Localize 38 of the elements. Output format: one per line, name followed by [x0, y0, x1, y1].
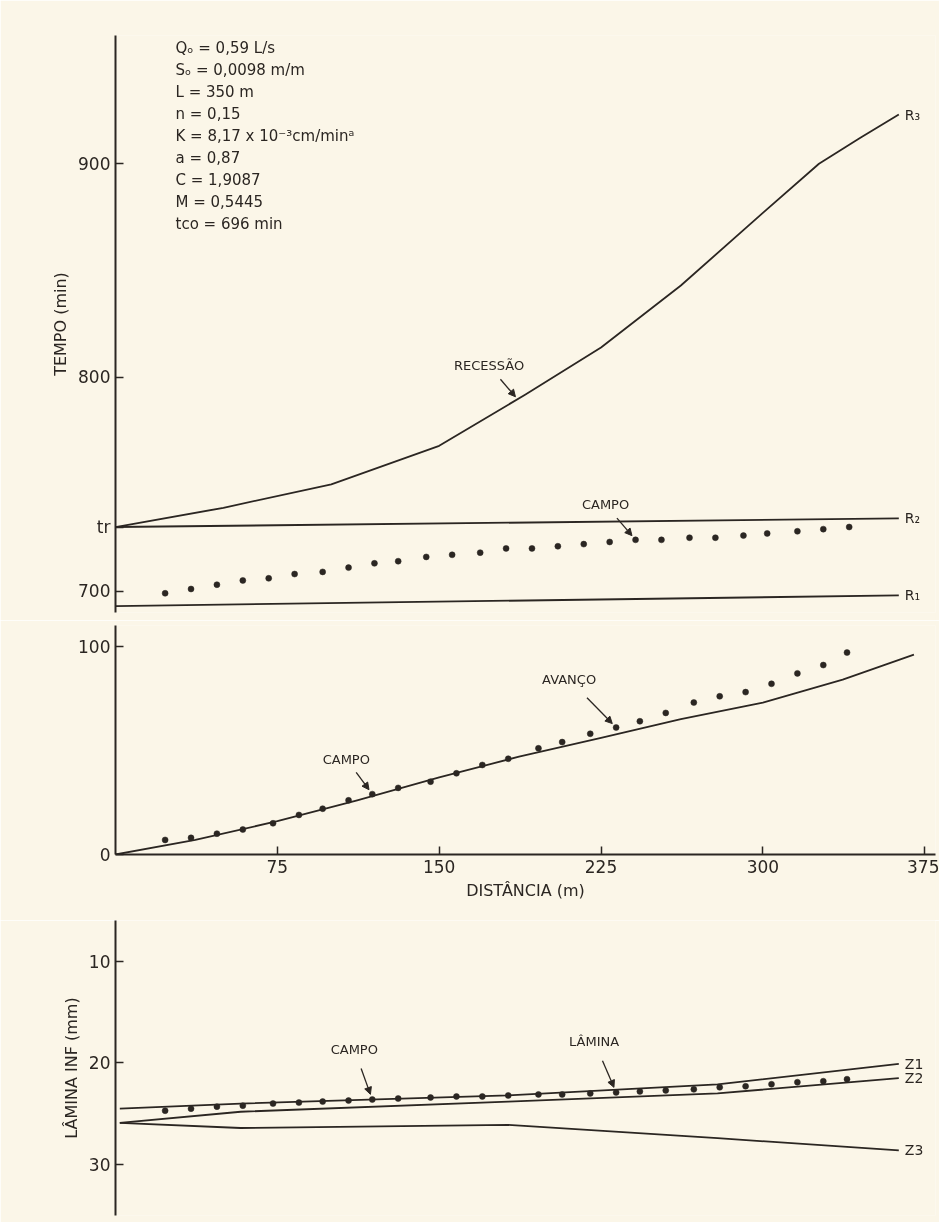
annotation: a = 0,87 [175, 148, 241, 167]
y-tick-label: 20 [88, 1053, 111, 1074]
x-tick-label: 375 [907, 856, 939, 877]
x-axis-title: DISTÂNCIA (m) [466, 880, 585, 900]
y-tick-label: 800 [78, 367, 111, 388]
series-label: R₃ [904, 106, 921, 123]
y-tick-label: 30 [88, 1155, 111, 1176]
series-label: Z1 [904, 1055, 924, 1072]
annotation: CAMPO [322, 751, 370, 767]
annotation: K = 8,17 x 10⁻³cm/minᵃ [175, 126, 355, 145]
y-axis-title: LÂMINA INF (mm) [61, 997, 81, 1139]
annotation: L = 350 m [175, 82, 254, 101]
y-tick-label: 700 [78, 581, 111, 602]
annotation: CAMPO [330, 1042, 378, 1058]
annotation: tco = 696 min [175, 214, 283, 233]
annotation: LÂMINA [569, 1033, 620, 1049]
annotation: C = 1,9087 [175, 170, 261, 189]
annotation: AVANÇO [542, 672, 597, 688]
series-label: R₁ [904, 587, 921, 604]
y-tick-label: 900 [78, 153, 111, 174]
x-tick-label: 225 [584, 856, 618, 877]
x-tick-label: 150 [422, 856, 456, 877]
x-tick-label: 300 [746, 856, 780, 877]
annotation: RECESSÃO [453, 358, 525, 374]
y-axis-title: TEMPO (min) [51, 272, 71, 377]
annotation: Qₒ = 0,59 L/s [175, 38, 276, 57]
y-tick-label: tr [96, 517, 111, 538]
annotation: M = 0,5445 [175, 192, 264, 211]
series-label: R₂ [904, 510, 921, 527]
y-tick-label: 10 [88, 951, 111, 972]
series-label: Z2 [904, 1070, 924, 1087]
annotation: CAMPO [581, 497, 630, 513]
y-tick-label: 100 [78, 636, 111, 657]
series-label: Z3 [904, 1142, 924, 1159]
y-tick-label: 0 [99, 845, 111, 865]
annotation: Sₒ = 0,0098 m/m [175, 60, 305, 79]
x-tick-label: 75 [266, 856, 289, 877]
annotation: n = 0,15 [175, 104, 241, 123]
